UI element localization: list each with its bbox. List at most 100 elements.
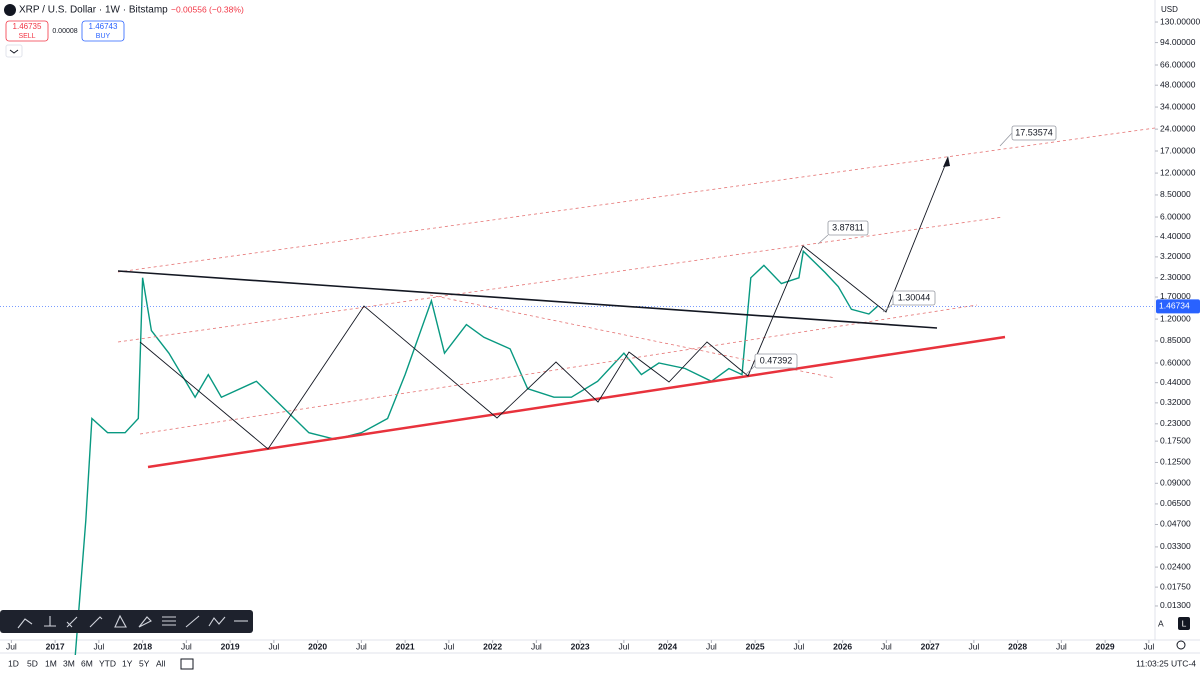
sell-label[interactable]: SELL [18,33,35,40]
y-tick-label: 0.60000 [1160,357,1191,367]
callout-leader [744,365,756,376]
y-tick-label: 17.00000 [1160,145,1196,155]
y-tick-label: 130.00000 [1160,16,1200,26]
tool-icon[interactable] [138,616,152,628]
sell-price[interactable]: 1.46735 [13,22,42,31]
range-button[interactable]: All [156,658,166,668]
plot: 130.00000 94.00000 66.00000 48.00000 34.0000… [0,16,1200,656]
date-range-icon[interactable] [180,658,194,670]
y-tick-label: 0.32000 [1160,397,1191,407]
auto-scale-button[interactable]: A [1158,618,1164,628]
callout-box [754,353,798,369]
buy-price[interactable]: 1.46743 [89,22,118,31]
sell-button[interactable] [5,20,49,42]
x-tick-label: Jul [968,641,979,651]
callout-leader [999,132,1013,147]
channel-line [139,304,978,435]
x-tick-label: 2020 [308,641,327,651]
tool-icon[interactable] [185,615,200,628]
drawing-toolbar [0,610,253,633]
y-tick-label: 0.02400 [1160,561,1191,571]
x-tick-label: Jul [1143,641,1154,651]
y-tick-label: 1.20000 [1160,313,1191,323]
range-button[interactable]: 3M [63,658,75,668]
callout-box [827,220,869,236]
clock: 11:03:25 UTC-4 [1136,658,1196,668]
x-tick-label: 2018 [133,641,152,651]
buy-label[interactable]: BUY [96,33,111,40]
y-tick-label: 1.70000 [1160,291,1191,301]
x-tick-label: Jul [356,641,367,651]
trendline [117,270,938,329]
x-tick-label: 2027 [921,641,940,651]
x-tick-label: Jul [1056,641,1067,651]
y-tick-label: 0.03300 [1160,541,1191,551]
y-tick-label: 66.00000 [1160,59,1196,69]
x-tick-label: Jul [443,641,454,651]
x-tick-label: 2028 [1008,641,1027,651]
price-line [74,249,879,656]
last-price-tag [1156,299,1200,314]
drawings [117,127,1156,469]
tool-icon[interactable] [44,616,56,627]
y-tick-label: 48.00000 [1160,79,1196,89]
range-button[interactable]: 5D [27,658,38,668]
x-tick-label: 2029 [1096,641,1115,651]
y-tick-label: 0.04700 [1160,519,1191,529]
y-tick-label: 0.17500 [1160,435,1191,445]
y-tick-label: 2.30000 [1160,272,1191,282]
y-tick-label: 4.40000 [1160,231,1191,241]
zigzag-path [139,157,949,450]
range-button[interactable]: 1D [8,658,19,668]
price-change: −0.00556 (−0.38%) [171,4,244,14]
range-button[interactable]: 6M [81,658,93,668]
callouts: 17.53574 3.87811 1.30044 0.47392 [754,125,1057,369]
y-tick-label: 0.12500 [1160,457,1191,467]
tool-icon[interactable] [66,616,78,628]
y-tick-label: 0.23000 [1160,418,1191,428]
x-tick-label: 2022 [483,641,502,651]
range-button[interactable]: 1M [45,658,57,668]
y-tick-label: 0.06500 [1160,498,1191,508]
tool-icon[interactable] [208,616,226,627]
y-tick-label: 0.01300 [1160,600,1191,610]
channel-line [117,127,1156,273]
range-button[interactable]: YTD [99,658,116,668]
x-tick-label: 2024 [658,641,677,651]
y-tick-label: 0.01750 [1160,581,1191,591]
settings-icon[interactable] [1176,640,1186,650]
collapse-button[interactable] [5,44,23,58]
tool-icon[interactable] [89,616,103,628]
range-button[interactable]: 5Y [139,658,150,668]
range-button[interactable]: 1Y [122,658,133,668]
y-tick-label: 0.09000 [1160,478,1191,488]
log-scale-label[interactable]: L [1182,618,1187,628]
callout-label: 0.47392 [760,355,793,365]
chevron-icon [9,49,19,54]
spread: 0.00008 [52,28,77,35]
y-tick-label: 34.00000 [1160,101,1196,111]
x-tick-label: Jul [93,641,104,651]
arrow-head [943,156,950,167]
tool-icon[interactable] [162,616,176,626]
symbol-title: XRP / U.S. Dollar · 1W · Bitstamp [19,5,168,16]
buy-button[interactable] [81,20,125,42]
channel-line [117,216,1004,343]
callout-leader [817,234,829,245]
callout-box [892,290,936,306]
y-tick-label: 0.85000 [1160,335,1191,345]
y-tick-label: 6.00000 [1160,211,1191,221]
callout-label: 1.30044 [898,292,931,302]
range-buttons: 1D 5D 1M 3M 6M YTD 1Y 5Y All [8,658,194,670]
callout-box [1011,125,1057,141]
currency-label[interactable]: USD [1161,5,1178,14]
tool-icon[interactable] [114,614,127,628]
y-tick-label: 0.44000 [1160,377,1191,387]
tool-icon[interactable] [17,618,33,629]
x-tick-label: Jul [706,641,717,651]
x-tick-label: Jul [6,641,17,651]
x-tick-label: 2025 [746,641,765,651]
x-tick-label: 2017 [46,641,65,651]
log-scale-button[interactable] [1178,617,1190,630]
